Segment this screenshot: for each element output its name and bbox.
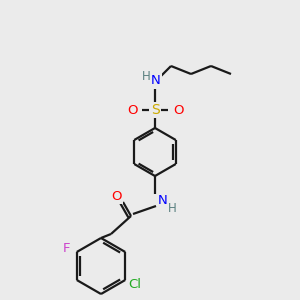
- Text: S: S: [151, 103, 159, 117]
- Text: N: N: [151, 74, 161, 88]
- Text: H: H: [168, 202, 176, 214]
- Text: O: O: [173, 103, 183, 116]
- Text: H: H: [142, 70, 150, 83]
- Text: O: O: [112, 190, 122, 202]
- Text: O: O: [127, 103, 137, 116]
- Text: Cl: Cl: [129, 278, 142, 292]
- Text: N: N: [158, 194, 168, 208]
- Text: F: F: [63, 242, 70, 256]
